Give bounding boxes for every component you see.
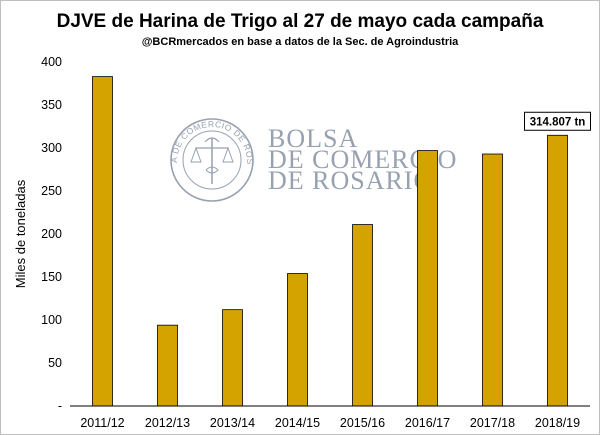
- y-axis-label: Miles de toneladas: [13, 179, 28, 288]
- y-tick-label: 400: [41, 55, 62, 69]
- bar: [92, 76, 113, 407]
- bar: [157, 324, 178, 407]
- y-tick-label: 200: [41, 227, 62, 241]
- x-tick-label: 2011/12: [80, 416, 124, 430]
- y-tick-label: 250: [41, 184, 62, 198]
- bars: [92, 76, 568, 407]
- x-tick-label: 2018/19: [535, 416, 580, 430]
- y-tick-label: 150: [41, 270, 62, 284]
- callout-box: [524, 111, 591, 131]
- y-tick-label: 300: [41, 141, 62, 155]
- bar: [482, 153, 503, 407]
- chart-subtitle: @BCRmercados en base a datos de la Sec. …: [142, 36, 459, 48]
- chart-title: DJVE de Harina de Trigo al 27 de mayo ca…: [57, 11, 544, 32]
- x-tick-label: 2015/16: [340, 416, 385, 430]
- bar: [352, 224, 373, 407]
- bar: [222, 309, 243, 407]
- y-tick-label: 50: [48, 356, 62, 370]
- x-tick-label: 2012/13: [145, 416, 190, 430]
- x-tick-label: 2017/18: [470, 416, 515, 430]
- x-tick-label: 2016/17: [405, 416, 450, 430]
- y-tick-label: 350: [41, 98, 62, 112]
- x-tick-label: 2013/14: [210, 416, 255, 430]
- bar: [287, 273, 308, 407]
- y-tick-label: 100: [41, 313, 62, 327]
- y-tick-label: -: [58, 399, 62, 413]
- x-axis-ticks: 2011/12 2012/13 2013/14 2014/15 2015/16 2016/…: [80, 416, 580, 430]
- callout-label: 314.807 tn: [530, 116, 586, 128]
- bar: [547, 134, 568, 407]
- x-tick-label: 2014/15: [275, 416, 320, 430]
- watermark-line-1: BOLSA: [268, 124, 358, 153]
- watermark-line-3: DE ROSARIO: [268, 166, 433, 195]
- bar: [417, 150, 438, 407]
- y-axis-ticks: - 50 100 150 200 250 300 350 400: [41, 55, 62, 413]
- value-callout: 314.807 tn: [524, 111, 591, 131]
